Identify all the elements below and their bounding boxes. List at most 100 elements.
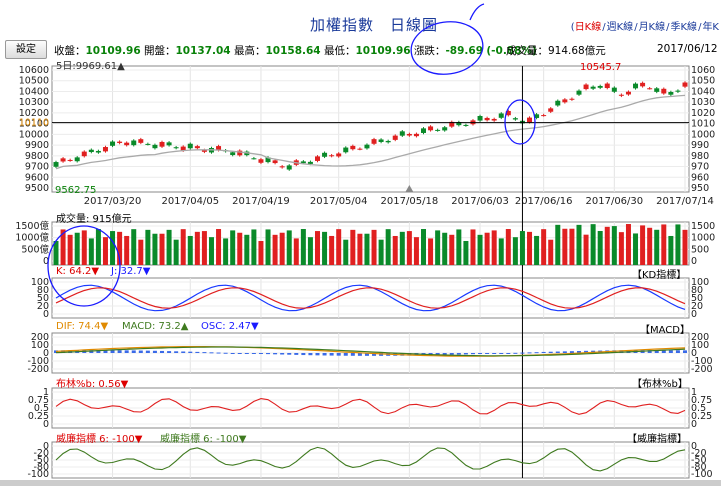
y-tick-label: 0 xyxy=(43,348,49,359)
osc-bar xyxy=(174,351,179,353)
link-monthly[interactable]: 月K線 xyxy=(638,22,666,33)
osc-bar xyxy=(668,350,673,353)
link-quarterly[interactable]: 季K線 xyxy=(670,22,698,33)
y-tick-label: 9600 xyxy=(25,172,49,183)
y-tick-label-right: 50 xyxy=(691,293,703,304)
osc-bar xyxy=(223,352,228,354)
candle xyxy=(625,91,631,95)
y-tick-label: 20 xyxy=(37,301,49,312)
osc-bar xyxy=(470,353,475,355)
osc-bar xyxy=(251,353,256,354)
volume-bar xyxy=(470,229,476,265)
volume-bar xyxy=(541,229,547,265)
volume-bar xyxy=(640,225,646,265)
link-yearly[interactable]: 年K xyxy=(702,22,719,33)
candle xyxy=(435,129,441,131)
osc-bar xyxy=(117,350,122,353)
crosshair-value-label: 10110 xyxy=(19,118,49,129)
candle xyxy=(237,150,243,156)
candle xyxy=(95,150,101,153)
volume-bar xyxy=(456,229,462,265)
candle xyxy=(477,115,483,121)
settings-button[interactable]: 設定 xyxy=(5,40,47,59)
osc-bar xyxy=(152,350,157,353)
candle xyxy=(682,82,688,87)
y-tick-label-right: 0 xyxy=(691,348,697,359)
candle xyxy=(378,139,384,142)
volume-bar xyxy=(385,229,391,265)
y-tick-label-right: 950 xyxy=(691,183,709,194)
macd-value-label: MACD: 73.2▲ xyxy=(122,321,189,332)
volume-bar xyxy=(505,229,511,265)
candle xyxy=(187,143,193,149)
osc-bar xyxy=(492,353,497,354)
candle xyxy=(611,87,617,92)
y-tick-label-right: 1000 xyxy=(691,129,715,140)
link-daily[interactable]: 日K線 xyxy=(574,22,602,33)
osc-bar xyxy=(364,353,369,356)
volume-bar xyxy=(647,227,653,265)
annotation-circle-kd xyxy=(47,225,121,307)
bottom-scrollbar[interactable] xyxy=(0,480,721,486)
osc-bar xyxy=(308,353,313,356)
x-tick-label: 2017/03/20 xyxy=(84,196,142,207)
y-tick-label-right: 20 xyxy=(691,301,703,312)
volume-bar xyxy=(180,229,186,265)
osc-bar xyxy=(654,350,659,353)
y-tick-label: -100 xyxy=(27,356,49,367)
y-tick-label: -50 xyxy=(33,455,49,466)
volume-bar xyxy=(350,229,356,265)
y-tick-label: -80 xyxy=(33,462,49,473)
volume-bar xyxy=(329,235,335,265)
candle xyxy=(201,149,207,152)
candle xyxy=(152,144,158,149)
x-tick-label: 2017/06/30 xyxy=(586,196,644,207)
current-date: 2017/06/12 xyxy=(657,43,718,55)
annotation-circle-change xyxy=(410,21,484,75)
volume-bar xyxy=(314,231,320,265)
volume-bar xyxy=(336,229,342,265)
y-tick-label-right: 100 xyxy=(691,277,709,288)
x-tick-label: 2017/06/16 xyxy=(515,196,573,207)
volume-bar xyxy=(555,224,561,265)
volume-bar xyxy=(272,234,278,265)
candle xyxy=(618,94,624,96)
osc-bar xyxy=(237,353,242,354)
candle xyxy=(385,140,391,143)
volume-bar xyxy=(477,234,483,265)
osc-bar xyxy=(463,353,468,355)
volume-bar xyxy=(251,229,257,265)
candle xyxy=(647,88,653,90)
volume-bar xyxy=(60,229,66,265)
y-tick-label: 0.5 xyxy=(34,403,49,414)
main-panel-frame xyxy=(51,65,690,193)
volume-panel-frame xyxy=(51,221,690,266)
candle xyxy=(484,117,490,121)
volume-bar xyxy=(357,233,363,265)
volume-bar xyxy=(159,233,165,265)
link-weekly[interactable]: 週K線 xyxy=(606,22,634,33)
candle xyxy=(364,144,370,149)
candle xyxy=(67,159,73,161)
change-value: -89.69 xyxy=(445,45,484,57)
d-line xyxy=(55,287,686,309)
volume-bar xyxy=(371,229,377,265)
y-tick-label-right: 80 xyxy=(691,285,703,296)
y-tick-label: 9500 xyxy=(25,183,49,194)
x-tick-label: 2017/05/04 xyxy=(310,196,368,207)
volume-bar xyxy=(364,233,370,265)
y-tick-label-right: 1000 xyxy=(691,233,715,244)
volume-bar xyxy=(484,232,490,265)
osc-bar xyxy=(435,353,440,356)
osc-bar xyxy=(273,353,278,355)
y-tick-label: 10200 xyxy=(19,108,49,119)
candle xyxy=(230,152,236,156)
osc-bar xyxy=(513,352,518,354)
volume-bar xyxy=(166,229,172,265)
boll-label: 布林%b: 0.56▼ xyxy=(56,379,129,390)
candle xyxy=(548,108,554,112)
volume-bar xyxy=(265,229,271,265)
candle xyxy=(110,141,116,146)
volume-bar xyxy=(633,233,639,265)
